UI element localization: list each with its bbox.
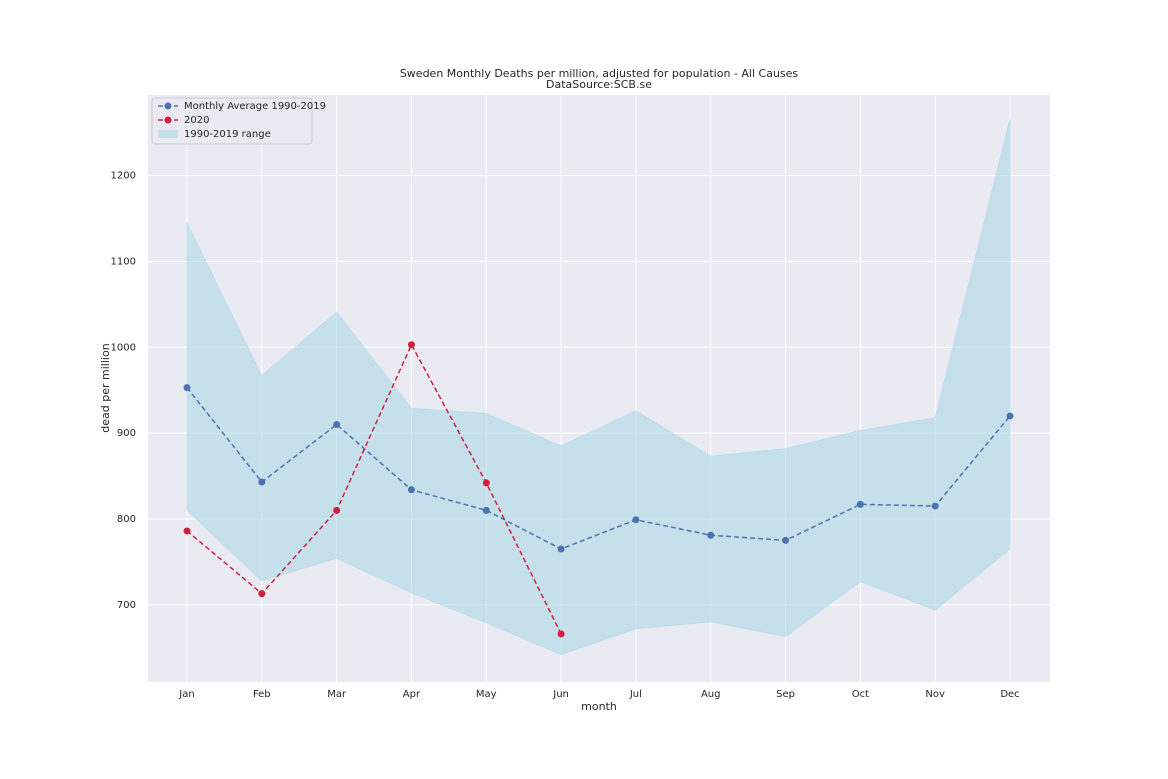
data-point	[333, 506, 341, 514]
data-point	[707, 531, 715, 539]
x-tick-label: Sep	[776, 689, 795, 700]
data-point	[183, 384, 191, 392]
x-tick-label: Aug	[701, 689, 721, 700]
data-point	[183, 527, 191, 535]
x-tick-label: Jun	[552, 689, 569, 700]
x-tick-label: May	[476, 689, 497, 700]
data-point	[482, 479, 490, 487]
legend-label: Monthly Average 1990-2019	[184, 101, 326, 112]
data-point	[407, 341, 415, 349]
x-tick-label: Jul	[629, 689, 642, 700]
legend-box	[151, 97, 313, 145]
series-line	[186, 343, 562, 635]
x-axis-label: month	[581, 700, 617, 713]
y-tick-label: 1000	[111, 342, 136, 353]
data-point	[407, 486, 415, 494]
legend-label: 2020	[184, 115, 209, 126]
x-tick-label: Nov	[925, 689, 945, 700]
y-tick-label: 1200	[111, 171, 136, 182]
data-point	[931, 502, 939, 510]
data-point	[856, 500, 864, 508]
data-point	[557, 545, 565, 553]
y-tick-label: 700	[117, 600, 136, 611]
x-tick-label: Dec	[1000, 689, 1019, 700]
data-point	[258, 590, 266, 598]
data-point	[333, 421, 341, 429]
y-tick-label: 800	[117, 514, 136, 525]
legend-marker	[164, 116, 172, 124]
series-line	[186, 387, 1011, 550]
legend-marker	[164, 102, 172, 110]
y-tick-label: 900	[117, 428, 136, 439]
data-point	[1006, 412, 1014, 420]
chart-title: Sweden Monthly Deaths per million, adjus…	[400, 67, 799, 80]
x-tick-label: Apr	[403, 689, 421, 700]
x-tick-label: Jan	[178, 689, 194, 700]
data-point	[782, 536, 790, 544]
y-tick-label: 1100	[111, 256, 136, 267]
legend-swatch	[158, 130, 178, 138]
x-tick-label: Feb	[253, 689, 271, 700]
range-band	[186, 118, 1011, 656]
data-point	[632, 516, 640, 524]
legend-label: 1990-2019 range	[184, 129, 271, 140]
chart-subtitle: DataSource:SCB.se	[546, 78, 652, 91]
y-axis-label: dead per million	[99, 343, 112, 432]
data-point	[557, 630, 565, 638]
data-point	[258, 478, 266, 486]
x-tick-label: Oct	[852, 689, 869, 700]
data-point	[482, 506, 490, 514]
x-tick-label: Mar	[327, 689, 347, 700]
